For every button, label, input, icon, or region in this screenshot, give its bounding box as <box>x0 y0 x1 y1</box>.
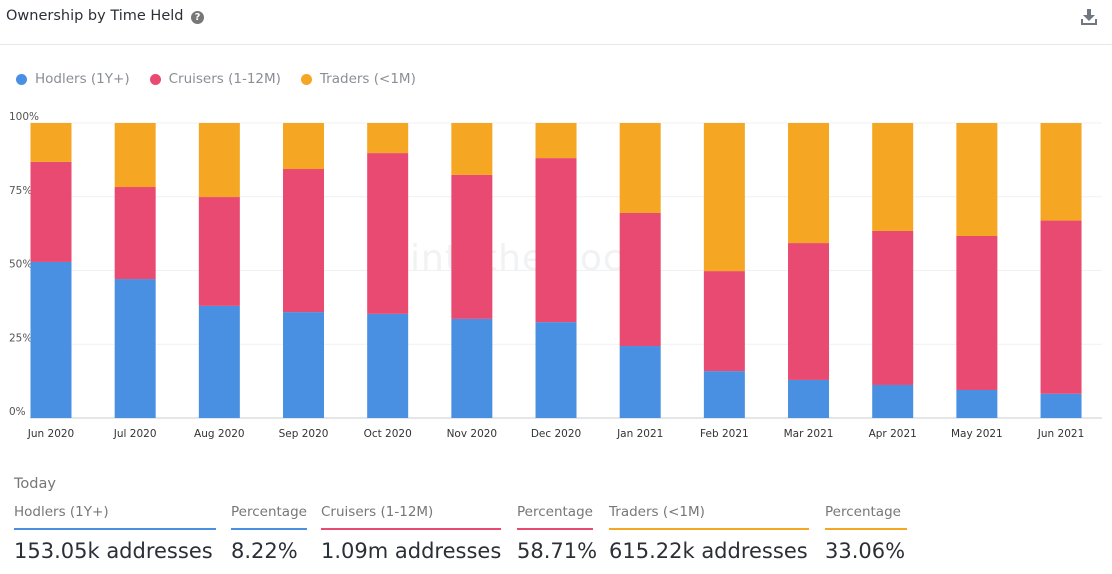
bar-segment-cruisers <box>198 197 240 306</box>
x-tick-label: Dec 2020 <box>531 428 581 440</box>
stat-label: Percentage <box>825 504 907 530</box>
y-tick-label: 100% <box>9 111 39 123</box>
today-stat: Percentage 8.22% <box>231 504 307 563</box>
bar-segment-hodlers <box>788 379 830 418</box>
stacked-bar-chart: 0% 25% 50% 75% 100% Jun 2020 Jul 2020 Aug 2020 S… <box>9 111 1102 440</box>
bar-segment-hodlers <box>283 312 325 418</box>
stat-label: Traders (<1M) <box>609 504 809 530</box>
bar-segment-hodlers <box>703 371 745 418</box>
bar-segment-traders <box>114 123 156 188</box>
x-tick-label: Apr 2021 <box>869 428 917 440</box>
bar-segment-hodlers <box>30 261 72 418</box>
legend-item-traders[interactable]: Traders (<1M) <box>300 71 416 87</box>
stat-value: 33.06% <box>825 539 906 563</box>
legend-dot <box>149 73 161 85</box>
x-tick-label: Feb 2021 <box>700 428 749 440</box>
bar-segment-hodlers <box>619 346 661 418</box>
bar-segment-hodlers <box>535 322 577 418</box>
bar-segment-cruisers <box>1040 220 1082 394</box>
x-tick-label: Mar 2021 <box>784 428 834 440</box>
x-tick-label: Nov 2020 <box>447 428 498 440</box>
bar-segment-cruisers <box>872 230 914 385</box>
bar-segment-hodlers <box>367 313 409 418</box>
stat-value: 153.05k addresses <box>14 539 213 563</box>
today-stat: Traders (<1M) 615.22k addresses <box>609 504 809 563</box>
bar-segment-hodlers <box>872 384 914 418</box>
y-tick-label: 0% <box>9 406 26 418</box>
legend-item-hodlers[interactable]: Hodlers (1Y+) <box>16 71 130 87</box>
bar-segment-traders <box>872 123 914 231</box>
stat-label: Percentage <box>517 504 593 530</box>
stat-value: 58.71% <box>517 539 598 563</box>
bar-segment-cruisers <box>703 271 745 372</box>
bar-segment-traders <box>451 123 493 175</box>
bar-segment-cruisers <box>788 243 830 380</box>
watermark-logo: intotheblock <box>410 238 646 279</box>
bar-segment-hodlers <box>1040 393 1082 418</box>
bar-segment-cruisers <box>535 158 577 323</box>
today-stat: Cruisers (1-12M) 1.09m addresses <box>321 504 501 563</box>
bar-segment-traders <box>1040 123 1082 221</box>
legend-dot <box>16 73 27 85</box>
y-tick-label: 25% <box>9 332 32 344</box>
bar-segment-hodlers <box>956 389 998 418</box>
legend-item-cruisers[interactable]: Cruisers (1-12M) <box>149 71 281 87</box>
bar-segment-traders <box>788 123 830 244</box>
bar-segment-cruisers <box>956 235 998 390</box>
x-tick-label: Jan 2021 <box>616 428 663 440</box>
chart-title: Ownership by Time Held <box>6 8 184 24</box>
y-tick-label: 50% <box>9 259 32 271</box>
legend-dot <box>300 73 312 85</box>
bar-segment-cruisers <box>114 187 156 280</box>
chart-legend: Hodlers (1Y+) Cruisers (1-12M) Traders (… <box>16 71 416 87</box>
bar-segment-cruisers <box>283 169 325 313</box>
stat-label: Cruisers (1-12M) <box>321 504 501 530</box>
y-tick-label: 75% <box>9 185 32 197</box>
stat-value: 1.09m addresses <box>321 539 502 563</box>
bar-segment-cruisers <box>451 174 493 319</box>
stat-value: 615.22k addresses <box>609 539 808 563</box>
stat-label: Hodlers (1Y+) <box>14 504 216 530</box>
x-tick-label: May 2021 <box>951 428 1003 440</box>
x-tick-label: Sep 2020 <box>279 428 329 440</box>
stat-label: Percentage <box>231 504 307 530</box>
today-stat: Hodlers (1Y+) 153.05k addresses <box>14 504 216 563</box>
bar-segment-hodlers <box>114 279 156 418</box>
download-icon[interactable] <box>1080 8 1098 26</box>
question-circle-icon[interactable]: ? <box>191 11 204 24</box>
legend-label: Cruisers (1-12M) <box>168 71 281 87</box>
bar-segment-hodlers <box>198 305 240 418</box>
x-tick-label: Jun 2020 <box>27 428 74 440</box>
bar-segment-traders <box>535 123 577 159</box>
bar-segment-traders <box>703 123 745 272</box>
bar-segment-traders <box>30 123 72 162</box>
legend-label: Hodlers (1Y+) <box>35 71 130 87</box>
bar-segment-traders <box>283 123 325 170</box>
bar-segment-traders <box>619 123 661 213</box>
bar-segment-hodlers <box>451 318 493 418</box>
bar-segment-cruisers <box>30 161 72 262</box>
bar-segment-traders <box>198 123 240 198</box>
x-tick-label: Aug 2020 <box>194 428 245 440</box>
stat-value: 8.22% <box>231 539 298 563</box>
today-stat: Percentage 33.06% <box>825 504 907 563</box>
x-tick-label: Oct 2020 <box>364 428 412 440</box>
x-tick-label: Jul 2020 <box>113 428 157 440</box>
bar-segment-traders <box>956 123 998 236</box>
today-stat: Percentage 58.71% <box>517 504 597 563</box>
today-label: Today <box>14 476 56 492</box>
bar-segment-cruisers <box>619 212 661 347</box>
chart-header: Ownership by Time Held ? <box>0 0 1112 45</box>
x-tick-label: Jun 2021 <box>1037 428 1084 440</box>
bar-segment-traders <box>367 123 409 154</box>
bar-segment-cruisers <box>367 153 409 314</box>
legend-label: Traders (<1M) <box>319 71 416 87</box>
